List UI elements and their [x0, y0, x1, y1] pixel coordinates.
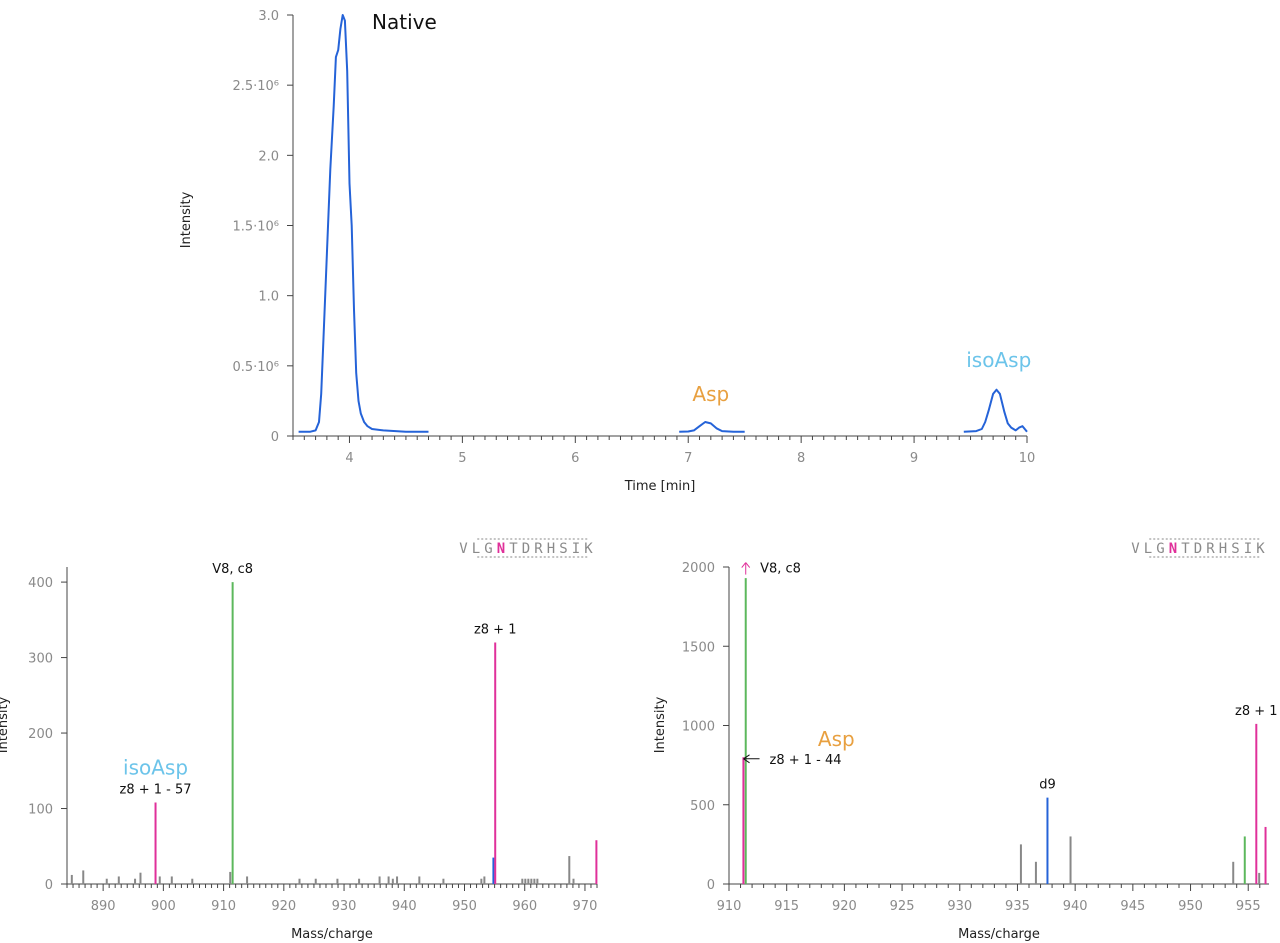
y-tick-label: 2000: [682, 561, 715, 576]
y-tick-label: 200: [28, 727, 53, 742]
x-tick-label: 960: [512, 899, 537, 914]
x-axis-label: Mass/charge: [958, 927, 1040, 942]
x-tick-label: 910: [211, 899, 236, 914]
x-axis-label: Time [min]: [624, 479, 696, 494]
y-tick-label: 2.5·10⁶: [232, 79, 279, 94]
x-tick-label: 940: [1063, 899, 1088, 914]
overflow-arrow-head: [741, 562, 751, 568]
sequence-fragment-marks: [477, 538, 588, 558]
species-annotation: Native: [372, 10, 437, 34]
x-tick-label: 920: [271, 899, 296, 914]
peak-label: z8 + 1: [474, 622, 517, 637]
y-tick-label: 1500: [682, 640, 715, 655]
chart-3: 910 915 920 925 930 935 940 945 950 955 0 500 1000 15…: [653, 538, 1278, 942]
y-axis-label: Intensity: [653, 696, 668, 753]
species-annotation: isoAsp: [966, 348, 1031, 372]
y-axis-label: Intensity: [0, 696, 11, 753]
x-tick-label: 915: [774, 899, 799, 914]
x-tick-label: 950: [1178, 899, 1203, 914]
sequence-residue: N: [1169, 541, 1177, 557]
peak-label: z8 + 1 - 44: [770, 753, 842, 768]
x-tick-label: 900: [151, 899, 176, 914]
x-tick-label: 970: [573, 899, 598, 914]
x-tick-label: 945: [1120, 899, 1145, 914]
x-tick-label: 935: [1005, 899, 1030, 914]
y-tick-label: 2.0: [258, 149, 279, 164]
chart-1: 4 5 6 7 8 9 10 0 0.5·10⁶ 1.0 1.5·10⁶ 2.0 2.5·10⁶ 3.0 I…: [179, 9, 1035, 494]
y-axis-label: Intensity: [179, 191, 194, 248]
chromatogram-trace-2: [679, 421, 745, 433]
sequence-residue: K: [1256, 541, 1265, 557]
peak-label: V8, c8: [212, 562, 253, 577]
y-tick-label: 1.5·10⁶: [232, 220, 279, 235]
peak-label: z8 + 1 - 57: [120, 782, 192, 797]
y-tick-label: 0: [271, 430, 279, 445]
x-tick-label: 8: [797, 451, 805, 466]
sequence-residue: G: [484, 541, 492, 557]
x-tick-label: 6: [571, 451, 579, 466]
sequence-fragment-marks: [1149, 538, 1260, 558]
x-tick-label: 9: [910, 451, 918, 466]
sequence-residue: I: [1244, 541, 1252, 557]
sequence-residue: I: [572, 541, 580, 557]
y-tick-label: 0.5·10⁶: [232, 360, 279, 375]
sequence-residue: R: [534, 541, 543, 557]
peak-label: d9: [1039, 778, 1056, 793]
y-tick-label: 0: [707, 878, 715, 893]
sequence-residue: L: [472, 541, 480, 557]
y-tick-label: 1000: [682, 720, 715, 735]
chromatogram-trace-1: [298, 14, 429, 433]
sequence-residue: H: [1219, 541, 1227, 557]
sequence-residue: T: [509, 541, 518, 557]
y-tick-label: 3.0: [258, 9, 279, 24]
y-tick-label: 1.0: [258, 290, 279, 305]
sequence-residue: N: [497, 541, 505, 557]
y-tick-label: 0: [45, 878, 53, 893]
sequence-residue: T: [1181, 541, 1190, 557]
peak-label: V8, c8: [760, 562, 801, 577]
sequence-residue: R: [1206, 541, 1215, 557]
species-annotation: Asp: [818, 727, 855, 751]
x-tick-label: 10: [1019, 451, 1036, 466]
y-tick-label: 400: [28, 576, 53, 591]
chromatogram-trace-3: [963, 388, 1028, 433]
sequence-residue: K: [584, 541, 593, 557]
y-tick-label: 500: [690, 799, 715, 814]
x-tick-label: 955: [1236, 899, 1261, 914]
sequence-residue: D: [522, 541, 530, 557]
sequence-residue: L: [1144, 541, 1152, 557]
x-tick-label: 5: [458, 451, 466, 466]
sequence-residue: S: [559, 541, 567, 557]
species-annotation: Asp: [692, 382, 729, 406]
pointer-arrow-head: [743, 754, 750, 764]
x-tick-label: 950: [452, 899, 477, 914]
sequence-residue: D: [1194, 541, 1202, 557]
sequence-residue: G: [1156, 541, 1164, 557]
x-tick-label: 930: [947, 899, 972, 914]
sequence-residue: S: [1231, 541, 1239, 557]
peak-label: z8 + 1: [1235, 704, 1278, 719]
x-tick-label: 930: [332, 899, 357, 914]
sequence-residue: V: [1131, 541, 1140, 557]
x-tick-label: 920: [832, 899, 857, 914]
chart-2: 890 900 910 920 930 940 950 960 970 0 100 200 300 400…: [0, 538, 598, 942]
x-axis-label: Mass/charge: [291, 927, 373, 942]
species-annotation: isoAsp: [123, 756, 188, 780]
x-tick-label: 4: [345, 451, 353, 466]
x-tick-label: 910: [717, 899, 742, 914]
sequence-residue: V: [459, 541, 468, 557]
x-tick-label: 940: [392, 899, 417, 914]
sequence-residue: H: [547, 541, 555, 557]
y-tick-label: 100: [28, 803, 53, 818]
x-tick-label: 7: [684, 451, 692, 466]
x-tick-label: 890: [91, 899, 116, 914]
y-tick-label: 300: [28, 652, 53, 667]
x-tick-label: 925: [890, 899, 915, 914]
